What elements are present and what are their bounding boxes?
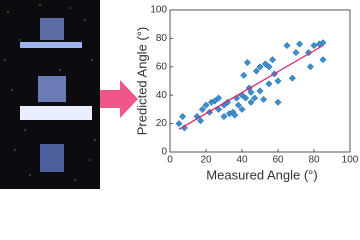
plot-frame [169,9,351,153]
point [198,105,206,113]
point [197,117,205,125]
arrow [100,80,138,118]
point [260,95,268,104]
point [234,101,242,109]
point [305,49,313,57]
point [231,111,239,119]
x-tick-label: 40 [236,155,248,166]
point [292,49,300,57]
point [240,71,248,79]
point [306,63,314,71]
y-tick-label: 60 [156,61,168,72]
point [175,120,183,128]
point [288,74,296,82]
y-tick-label: 20 [156,118,168,129]
point [252,67,260,75]
point [238,105,246,113]
point [215,105,223,113]
x-tick-label: 80 [308,155,320,166]
point [256,87,264,95]
point [247,88,255,96]
point [256,63,264,71]
y-tick-label: 40 [156,90,168,101]
point [283,41,291,50]
point [179,112,187,121]
point [242,94,250,102]
x-tick-label: 60 [272,155,284,166]
point [319,56,327,64]
y-axis-label: Predicted Angle (°) [134,27,149,136]
point [296,40,304,48]
micrograph [0,0,100,189]
y-tick-label: 80 [156,33,168,44]
fit-line [178,44,324,130]
point [261,60,269,68]
x-tick-label: 100 [342,155,359,166]
x-axis-label: Measured Angle (°) [206,167,317,182]
point [215,94,223,102]
point [310,41,318,50]
point [274,98,282,106]
point [220,112,228,121]
point [274,77,282,85]
figure: Measured Angle (°) Predicted Angle (°) 0… [0,0,359,189]
y-tick-label: 100 [150,5,167,16]
point [202,101,210,109]
point [269,56,277,64]
point [243,58,251,67]
point [247,98,255,106]
y-tick-label: 0 [161,147,167,158]
point [265,63,273,71]
point [193,112,201,121]
x-tick-label: 20 [200,155,212,166]
x-tick-label: 0 [167,155,173,166]
point [265,80,273,88]
point [251,94,259,102]
